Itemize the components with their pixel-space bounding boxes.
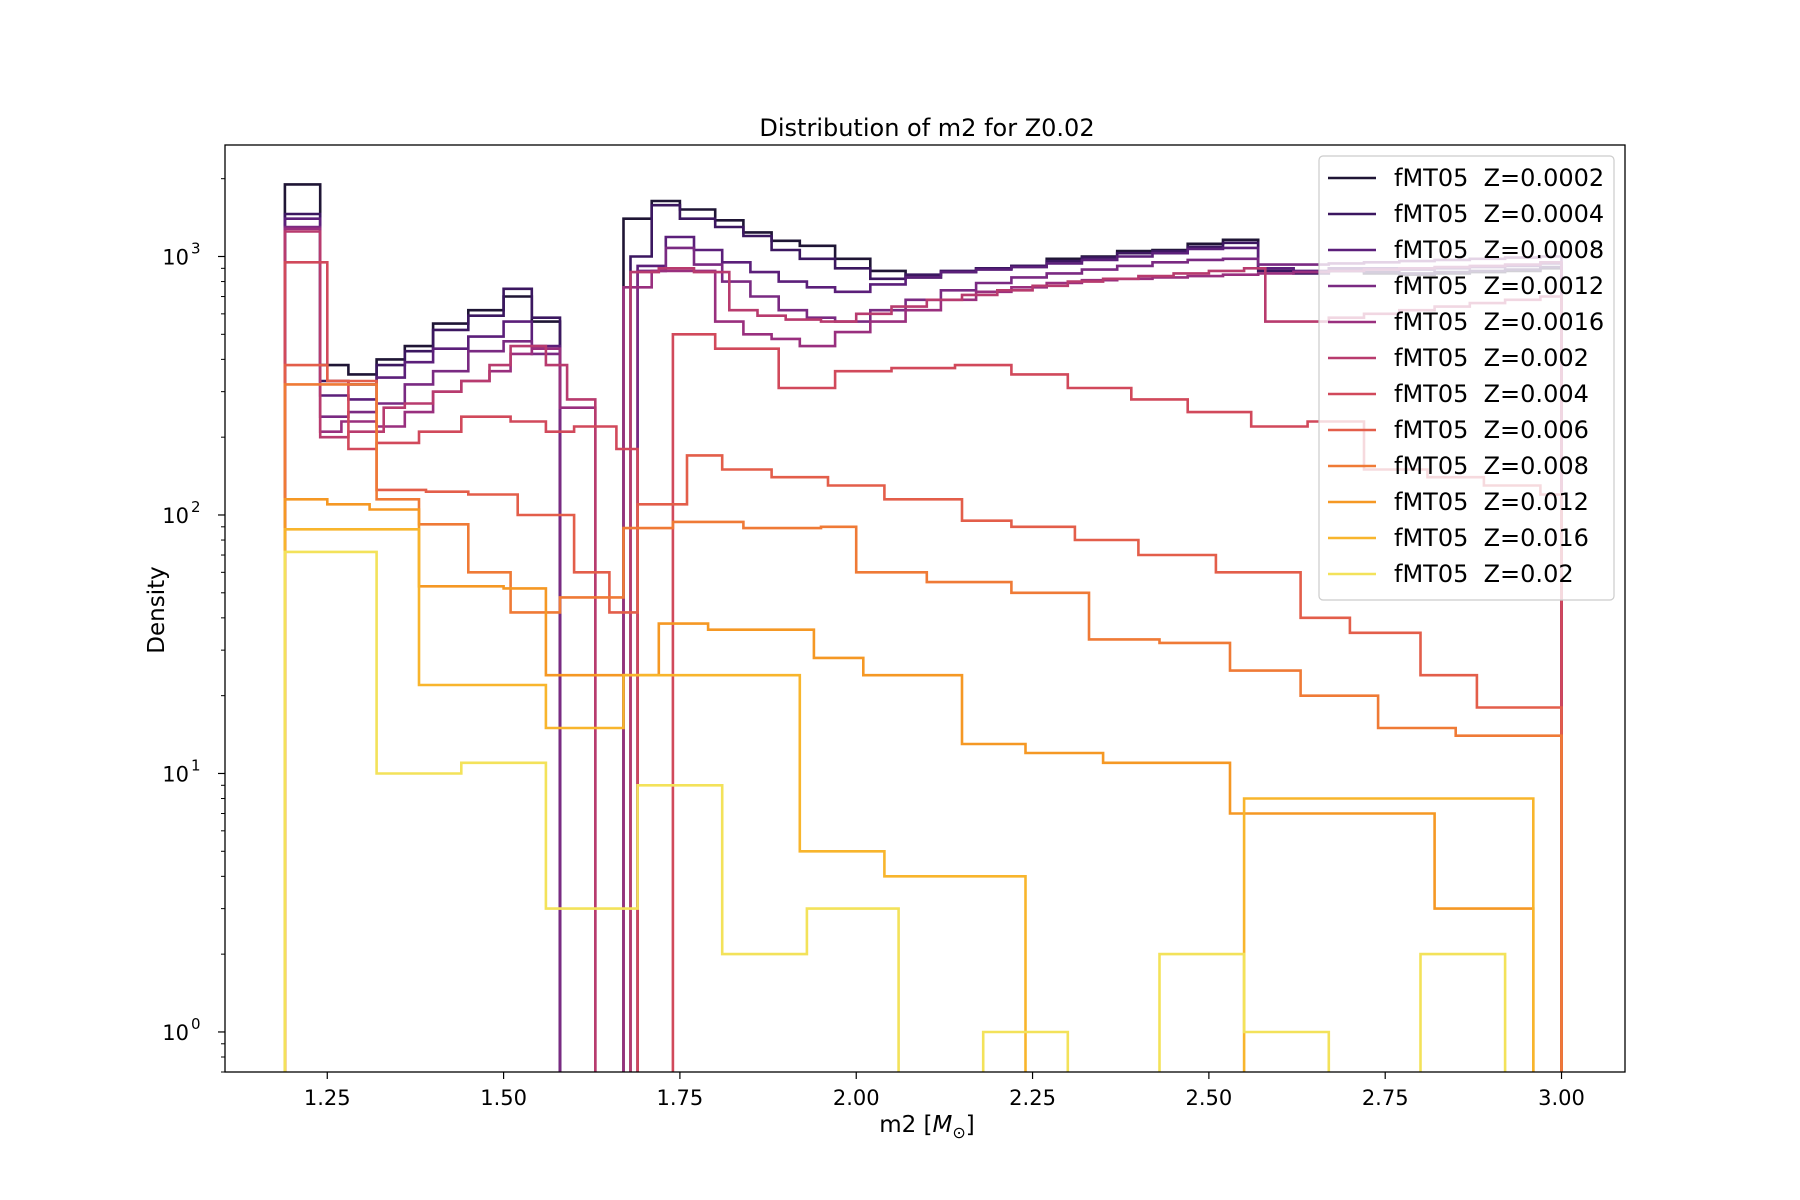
legend: fMT05 Z=0.0002 fMT05 Z=0.0004 fMT05 Z=0.00… <box>1318 155 1615 601</box>
x-tick-label: 2.75 <box>1362 1086 1409 1110</box>
y-tick-label: 10 <box>162 504 189 528</box>
x-axis-label-end: ] <box>966 1112 975 1138</box>
legend-label-10: fMT05 Z=0.016 <box>1394 524 1589 552</box>
legend-label-5: fMT05 Z=0.002 <box>1394 344 1589 372</box>
x-axis-label-sub: ⊙ <box>952 1123 965 1142</box>
y-tick-label: 10 <box>162 1021 189 1045</box>
x-tick-label: 1.50 <box>480 1086 527 1110</box>
chart-title: Distribution of m2 for Z0.02 <box>759 114 1094 142</box>
series-line-9 <box>283 498 1535 1072</box>
y-tick-exponent: 3 <box>191 240 201 258</box>
series-line-7 <box>283 363 1563 1072</box>
legend-label-9: fMT05 Z=0.012 <box>1394 488 1589 516</box>
x-axis-label: m2 [M⊙] <box>879 1112 975 1142</box>
legend-label-3: fMT05 Z=0.0012 <box>1394 272 1604 300</box>
plot-frame <box>224 144 1626 1073</box>
x-tick-label: 3.00 <box>1538 1086 1585 1110</box>
y-tick-exponent: 1 <box>191 756 201 774</box>
series-line-10 <box>283 528 1535 1072</box>
legend-label-11: fMT05 Z=0.02 <box>1394 560 1574 588</box>
y-tick-exponent: 0 <box>191 1015 201 1033</box>
series-line-11 <box>283 550 1507 1072</box>
legend-label-6: fMT05 Z=0.004 <box>1394 380 1589 408</box>
x-tick-label: 1.75 <box>657 1086 704 1110</box>
y-tick-label: 10 <box>162 762 189 786</box>
legend-box <box>1318 155 1615 601</box>
x-tick-label: 2.50 <box>1185 1086 1232 1110</box>
x-tick-label: 2.00 <box>833 1086 880 1110</box>
series-line-8 <box>283 383 1563 1072</box>
x-axis-label-math: M <box>933 1112 953 1138</box>
y-axis-label: Density <box>144 566 170 653</box>
x-tick-label: 2.25 <box>1009 1086 1056 1110</box>
y-tick-label: 10 <box>162 246 189 270</box>
legend-label-7: fMT05 Z=0.006 <box>1394 416 1589 444</box>
legend-label-8: fMT05 Z=0.008 <box>1394 452 1589 480</box>
x-tick-label: 1.25 <box>304 1086 351 1110</box>
legend-label-4: fMT05 Z=0.0016 <box>1394 308 1604 336</box>
legend-label-0: fMT05 Z=0.0002 <box>1394 164 1604 192</box>
legend-label-1: fMT05 Z=0.0004 <box>1394 200 1604 228</box>
legend-label-2: fMT05 Z=0.0008 <box>1394 236 1604 264</box>
x-axis-label-text: m2 [ <box>879 1112 932 1138</box>
x-axis: 1.25 1.50 1.75 2.00 2.25 2.50 2.75 3.00 <box>304 1072 1585 1110</box>
y-tick-exponent: 2 <box>191 498 201 516</box>
series-layer <box>283 183 1563 1072</box>
plot-area <box>224 144 1626 1073</box>
